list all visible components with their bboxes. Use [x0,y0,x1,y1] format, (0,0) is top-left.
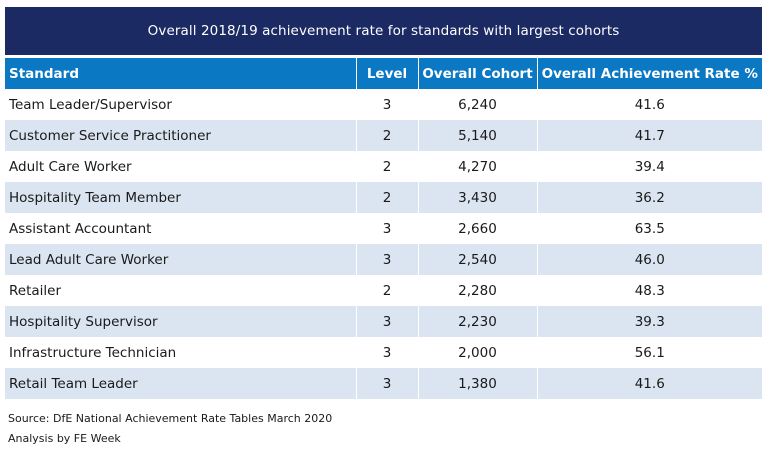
cell-rate: 39.4 [536,151,762,182]
cell-level: 2 [355,275,418,306]
cell-cohort: 2,660 [417,213,537,244]
cell-level: 3 [355,337,418,368]
cell-level: 3 [355,368,418,399]
table-title: Overall 2018/19 achievement rate for sta… [5,7,762,55]
cell-level: 3 [355,213,418,244]
cell-rate: 41.6 [536,89,762,120]
cell-standard: Customer Service Practitioner [5,120,356,151]
cell-cohort: 2,540 [417,244,537,275]
column-header-rate: Overall Achievement Rate % [536,58,762,89]
table-row: Retailer 2 2,280 48.3 [5,275,762,306]
cell-cohort: 2,000 [417,337,537,368]
cell-cohort: 6,240 [417,89,537,120]
cell-level: 3 [355,89,418,120]
column-header-level: Level [355,58,418,89]
cell-rate: 36.2 [536,182,762,213]
cell-rate: 41.6 [536,368,762,399]
table-footer: Source: DfE National Achievement Rate Ta… [5,409,762,449]
cell-standard: Adult Care Worker [5,151,356,182]
cell-standard: Assistant Accountant [5,213,356,244]
table-row: Infrastructure Technician 3 2,000 56.1 [5,337,762,368]
table-row: Lead Adult Care Worker 3 2,540 46.0 [5,244,762,275]
cell-cohort: 2,230 [417,306,537,337]
cell-standard: Retail Team Leader [5,368,356,399]
cell-standard: Team Leader/Supervisor [5,89,356,120]
cell-level: 3 [355,244,418,275]
cell-cohort: 1,380 [417,368,537,399]
cell-standard: Hospitality Supervisor [5,306,356,337]
title-gap [5,55,762,58]
cell-cohort: 2,280 [417,275,537,306]
table-row: Customer Service Practitioner 2 5,140 41… [5,120,762,151]
cell-rate: 63.5 [536,213,762,244]
cell-level: 2 [355,151,418,182]
cell-level: 2 [355,182,418,213]
cell-rate: 39.3 [536,306,762,337]
header-row: Standard Level Overall Cohort Overall Ac… [5,58,762,89]
cell-cohort: 5,140 [417,120,537,151]
cell-standard: Hospitality Team Member [5,182,356,213]
table-row: Hospitality Team Member 2 3,430 36.2 [5,182,762,213]
cell-cohort: 3,430 [417,182,537,213]
achievement-table: Standard Level Overall Cohort Overall Ac… [5,58,762,399]
cell-standard: Infrastructure Technician [5,337,356,368]
source-note: Source: DfE National Achievement Rate Ta… [8,412,333,425]
cell-rate: 56.1 [536,337,762,368]
table-row: Retail Team Leader 3 1,380 41.6 [5,368,762,399]
achievement-table-figure: Overall 2018/19 achievement rate for sta… [5,7,762,449]
cell-rate: 41.7 [536,120,762,151]
cell-level: 2 [355,120,418,151]
column-header-standard: Standard [5,58,356,89]
column-header-cohort: Overall Cohort [417,58,537,89]
cell-standard: Lead Adult Care Worker [5,244,356,275]
cell-rate: 48.3 [536,275,762,306]
cell-level: 3 [355,306,418,337]
table-row: Hospitality Supervisor 3 2,230 39.3 [5,306,762,337]
cell-rate: 46.0 [536,244,762,275]
table-row: Assistant Accountant 3 2,660 63.5 [5,213,762,244]
cell-cohort: 4,270 [417,151,537,182]
table-row: Adult Care Worker 2 4,270 39.4 [5,151,762,182]
cell-standard: Retailer [5,275,356,306]
table-row: Team Leader/Supervisor 3 6,240 41.6 [5,89,762,120]
analysis-note: Analysis by FE Week [8,432,121,445]
